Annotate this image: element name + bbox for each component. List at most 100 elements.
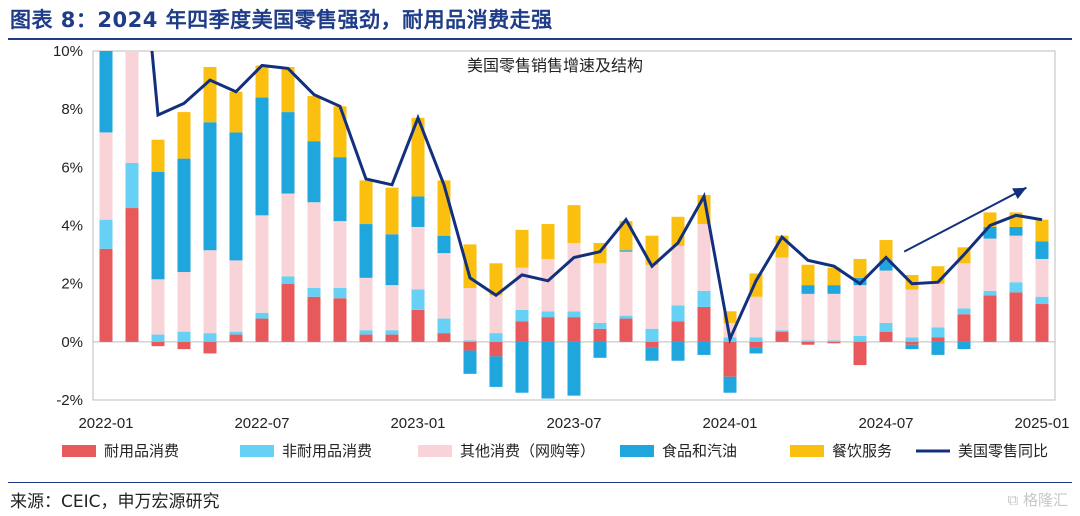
bar-segment <box>593 263 607 323</box>
legend-label: 非耐用品消费 <box>282 442 372 460</box>
bar-segment <box>385 285 399 331</box>
legend-item: 食品和汽油 <box>620 442 737 460</box>
bar-segment <box>359 180 373 225</box>
bar-segment <box>203 341 217 354</box>
bar-segment <box>385 187 399 235</box>
bar-segment <box>775 331 789 342</box>
chart-title: 美国零售销售增速及结构 <box>467 56 643 75</box>
bar-segment <box>307 296 321 342</box>
bar-segment <box>1009 292 1023 342</box>
bar-segment <box>125 51 139 163</box>
bar-segment <box>593 341 607 358</box>
chart-legend: 耐用品消费 非耐用品消费 其他消费（网购等） 食品和汽油 餐饮服务 美国零售同比 <box>62 442 1048 460</box>
x-tick-label: 2023-07 <box>546 415 601 432</box>
bar-segment <box>645 264 659 329</box>
bar-segment <box>125 162 139 209</box>
bar-segment <box>99 219 113 249</box>
bar-segment <box>489 356 503 387</box>
bar-segment <box>126 0 139 29</box>
bar-segment <box>827 341 841 344</box>
bar-segment <box>281 276 295 284</box>
bar-segment <box>1035 258 1049 297</box>
bar-segment <box>931 283 945 328</box>
bar-segment <box>437 235 451 254</box>
bar-segment <box>1035 304 1049 342</box>
bar-segment <box>593 328 607 342</box>
legend-label: 其他消费（网购等） <box>460 442 595 460</box>
bar-segment <box>99 132 113 220</box>
bar-segment <box>801 341 815 345</box>
bar-segment <box>827 267 841 286</box>
bar-segment <box>957 341 971 350</box>
chart-tick-labels: 10% 8% 6% 4% 2% 0% -2% 2022-01 2022-07 2023-01 202… <box>53 43 1070 432</box>
y-tick-label: 0% <box>61 334 83 351</box>
legend-label: 耐用品消费 <box>104 442 179 460</box>
bar-segment <box>333 298 347 342</box>
bar-segment <box>255 97 269 216</box>
bar-segment <box>99 51 113 133</box>
bar-segment <box>177 331 191 342</box>
bar-segment <box>463 341 477 351</box>
bar-segment <box>541 311 555 318</box>
bar-segment <box>463 350 477 374</box>
bar-segment <box>463 288 477 341</box>
bar-segment <box>229 132 243 261</box>
legend-label: 食品和汽油 <box>662 442 737 460</box>
y-tick-label: 4% <box>61 218 83 235</box>
bar-segment <box>463 244 477 289</box>
plot-frame <box>92 50 1056 401</box>
bar-segment <box>151 171 165 280</box>
bar-segment <box>853 336 867 342</box>
bar-segment <box>697 341 711 355</box>
bar-segment <box>931 327 945 338</box>
bar-segment <box>671 305 685 322</box>
bar-segment <box>359 224 373 278</box>
bar-segment <box>775 257 789 331</box>
bar-segment <box>619 315 633 319</box>
bar-segment <box>645 328 659 342</box>
bar-segment <box>749 347 763 354</box>
bar-segment <box>177 112 191 159</box>
bar-segment <box>619 250 633 252</box>
bar-segment <box>255 318 269 342</box>
bar-segment <box>567 311 581 318</box>
bar-segment <box>307 141 321 203</box>
bar-segment <box>697 290 711 307</box>
bar-segment <box>411 117 425 197</box>
bar-segment <box>671 245 685 306</box>
bar-segment <box>515 341 529 393</box>
bar-segment <box>437 318 451 334</box>
bar-segment <box>801 293 815 341</box>
bar-segment <box>229 91 243 133</box>
bar-segment <box>931 337 945 342</box>
bar-segment <box>853 277 867 286</box>
bar-segment <box>151 334 165 342</box>
bar-segment <box>645 341 659 348</box>
legend-swatch <box>418 445 452 457</box>
bar-segment <box>983 295 997 342</box>
bar-segment <box>281 193 295 277</box>
bar-segment <box>229 260 243 332</box>
bar-segment <box>307 288 321 297</box>
bar-segment <box>307 202 321 289</box>
bar-segment <box>203 333 217 342</box>
x-tick-label: 2022-07 <box>234 415 289 432</box>
bar-segment <box>879 331 893 342</box>
bar-segment <box>801 264 815 286</box>
bar-segment <box>749 341 763 348</box>
bar-segment <box>177 158 191 273</box>
bar-segment <box>177 272 191 332</box>
x-tick-label: 2022-01 <box>78 415 133 432</box>
bar-segment <box>593 322 607 329</box>
bar-segment <box>749 337 763 342</box>
bar-segment <box>541 341 555 399</box>
bar-segment <box>411 309 425 342</box>
y-tick-label: 6% <box>61 159 83 176</box>
bar-segment <box>463 340 477 342</box>
bar-segment <box>281 66 295 113</box>
bar-segment <box>333 221 347 289</box>
bar-segment <box>931 341 945 355</box>
bar-segment <box>879 322 893 332</box>
bar-segment <box>827 340 841 342</box>
bar-segment <box>853 285 867 337</box>
